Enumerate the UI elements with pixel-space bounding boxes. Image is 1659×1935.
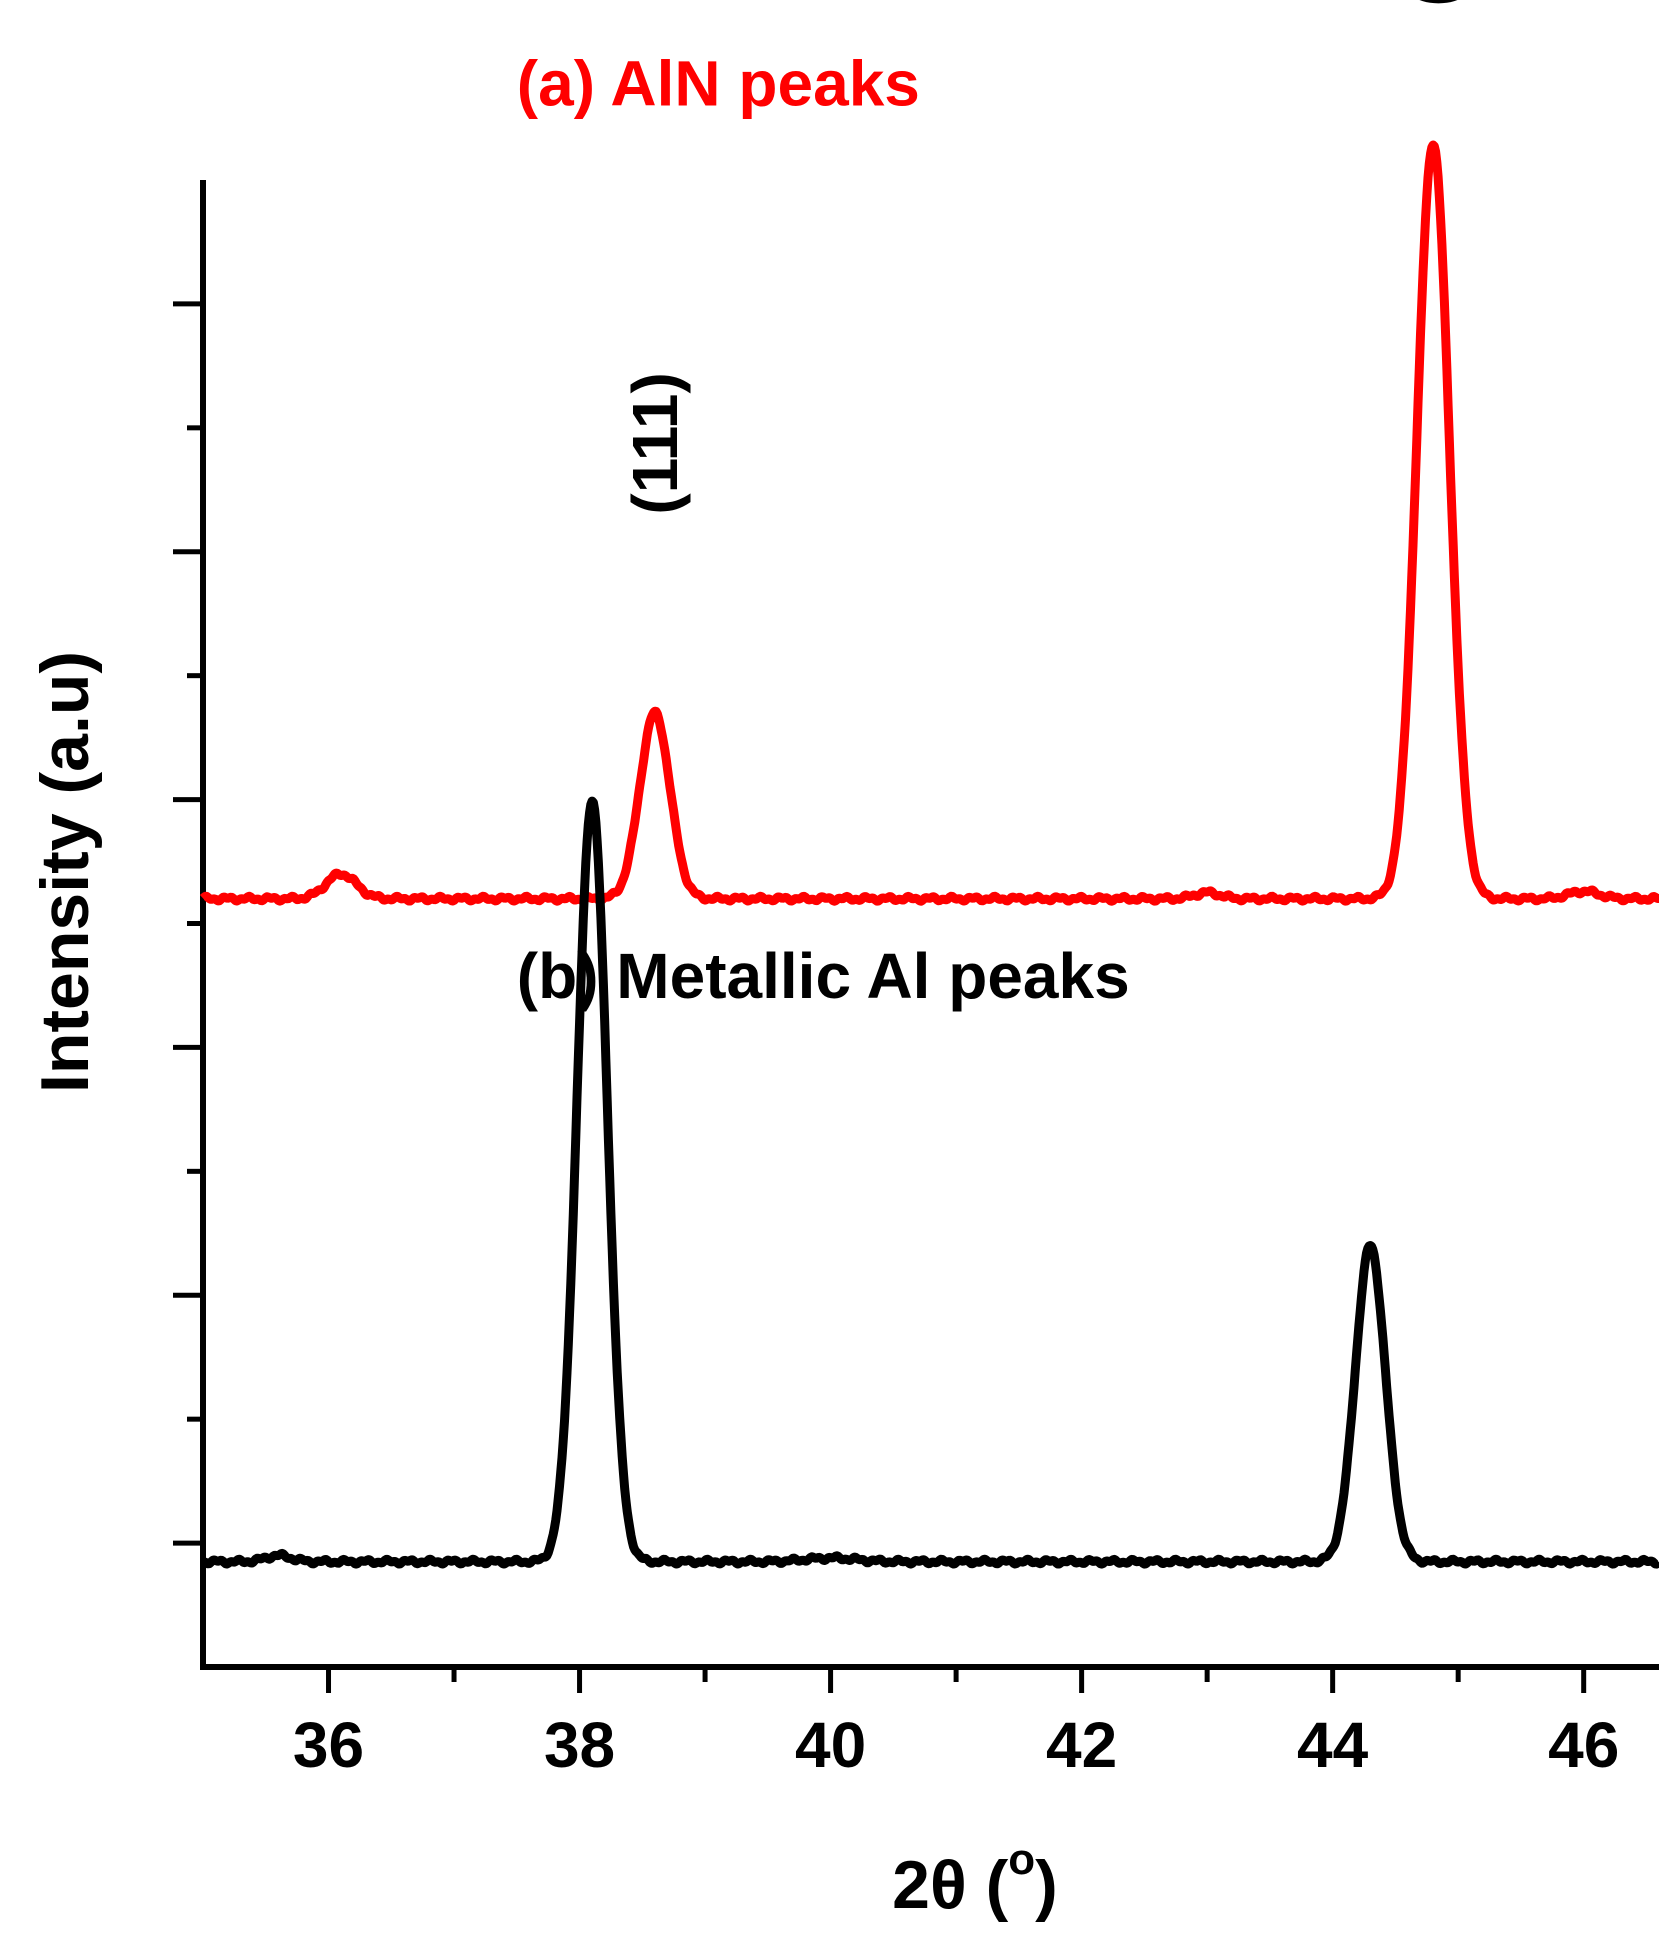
y-axis-label: Intensity (a.u)	[27, 651, 103, 1093]
x-axis-label-main: 2θ (	[892, 1847, 1008, 1923]
tick-group: 36 38 40 42 44 46	[173, 301, 1619, 1781]
annotation-label: (a) AlN peaks	[517, 48, 920, 120]
x-tick-label: 40	[795, 1709, 866, 1781]
series-layer	[199, 140, 1659, 1569]
x-axis-label-sup: o	[1008, 1835, 1035, 1884]
x-tick-label: 38	[544, 1709, 615, 1781]
x-axis-label: 2θ (o)	[892, 1835, 1058, 1923]
x-tick-label: 46	[1548, 1709, 1619, 1781]
annotation-label: (200)	[1397, 0, 1469, 7]
annotation-label: (b) Metallic Al peaks	[517, 940, 1130, 1012]
x-axis-label-close: )	[1035, 1847, 1058, 1923]
x-tick-label: 44	[1297, 1709, 1369, 1781]
series-line-metallic-al	[199, 796, 1659, 1569]
series-line-aln	[199, 140, 1659, 906]
axes	[200, 180, 1659, 1670]
x-tick-label: 36	[293, 1709, 364, 1781]
x-tick-label: 42	[1046, 1709, 1117, 1781]
annotation-layer: (111) (200) (a) AlN peaks (b) Metallic Al p…	[517, 0, 1469, 1012]
annotation-label: (111)	[619, 372, 691, 514]
